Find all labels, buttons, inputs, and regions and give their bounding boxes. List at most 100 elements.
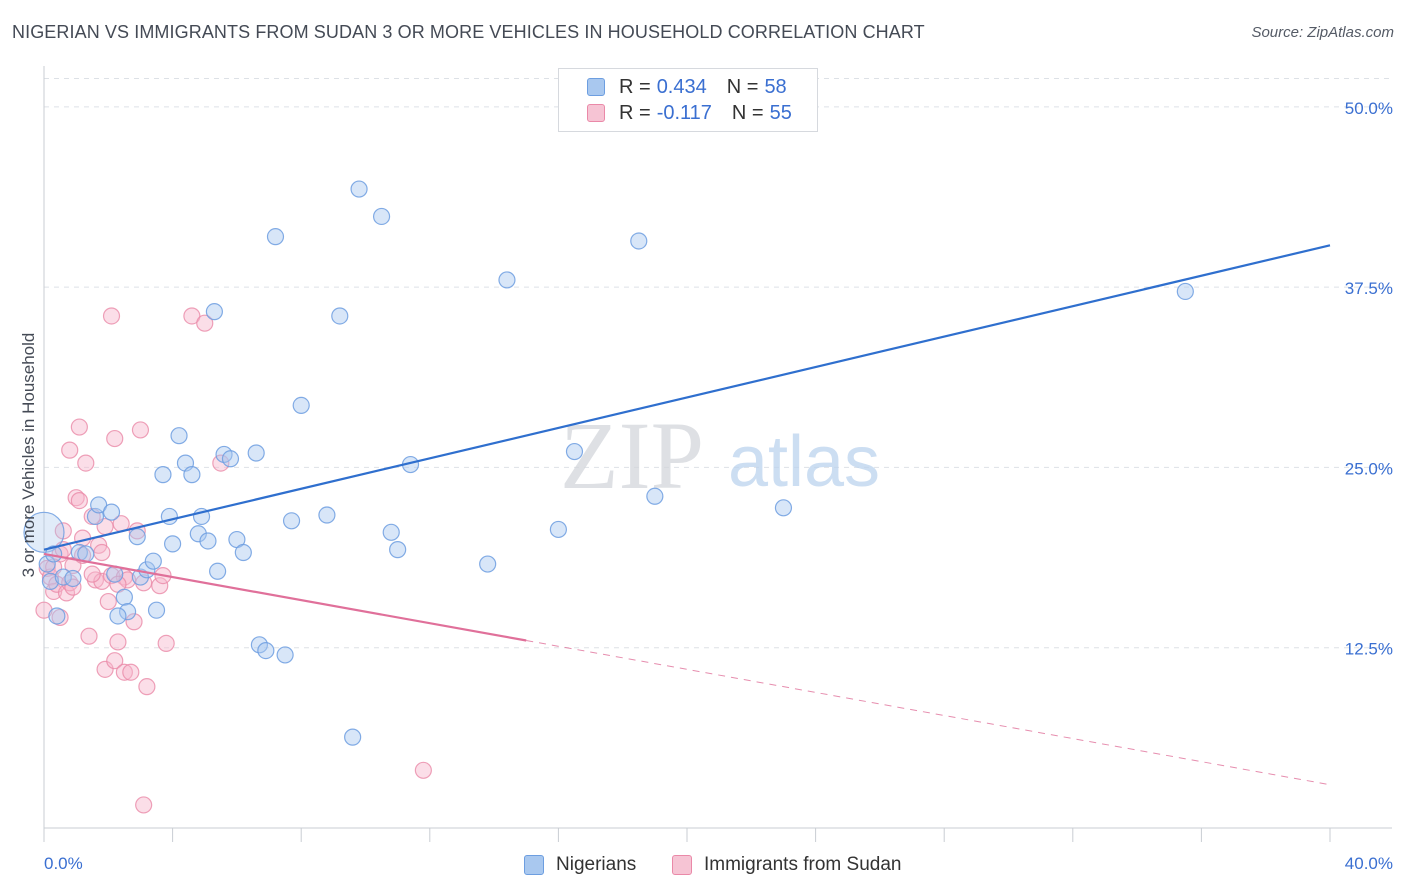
nigerian-point [147, 601, 166, 619]
watermark-zip: ZIP [560, 402, 704, 509]
nigerians-trend-line [43, 244, 1331, 551]
legend-swatch-pink [672, 855, 692, 875]
legend-n-value: 58 [764, 75, 787, 98]
nigerian-point [170, 427, 188, 445]
nigerian-point [630, 232, 648, 250]
nigerian-point [118, 603, 137, 621]
sudan-point [80, 627, 98, 645]
legend-swatch-blue [524, 855, 544, 875]
sudan-point [61, 441, 79, 459]
sudan-point [106, 652, 124, 670]
nigerian-point [102, 503, 121, 521]
nigerian-point [498, 271, 516, 289]
legend-item-nigerians: Nigerians [524, 852, 636, 878]
sudan-point [41, 568, 60, 586]
nigerian-point [48, 607, 66, 625]
sudan-point [131, 421, 150, 439]
legend-row-nigerians: R = 0.434 N = 58 [587, 75, 787, 99]
sudan-point [135, 796, 153, 814]
nigerian-point [205, 303, 223, 321]
nigerian-point [38, 555, 56, 573]
nigerian-point [276, 646, 294, 664]
legend-n-label: N = [731, 101, 764, 124]
nigerian-point [23, 511, 65, 553]
sudan-point [106, 429, 124, 448]
nigerian-point [331, 307, 349, 325]
legend-swatch-blue [587, 78, 605, 96]
nigerian-point [646, 487, 664, 505]
nigerian-point [266, 228, 285, 246]
legend-r-label: R = [619, 101, 651, 124]
sudan-point [183, 307, 201, 325]
sudan-point [96, 660, 114, 678]
nigerian-point [90, 496, 108, 514]
sudan-point [414, 761, 432, 779]
legend-r-value: -0.117 [656, 101, 712, 124]
nigerian-point [382, 523, 400, 541]
sudan-point [99, 592, 117, 611]
sudan-trend-line-extension [526, 640, 1331, 786]
sudan-point [83, 565, 101, 583]
nigerian-point [115, 588, 133, 606]
source-label: Source: ZipAtlas.com [1251, 24, 1394, 41]
legend-r-label: R = [619, 75, 651, 98]
nigerian-point [257, 641, 275, 660]
legend-item-sudan: Immigrants from Sudan [672, 852, 901, 878]
nigerian-point [109, 607, 127, 625]
nigerian-point [64, 569, 82, 588]
nigerian-point [199, 532, 217, 550]
nigerian-point [144, 552, 162, 570]
y-tick-label: 25.0% [1345, 459, 1393, 478]
nigerian-point [250, 636, 269, 654]
sudan-point [102, 307, 121, 325]
x-tick-label-max: 40.0% [1345, 854, 1393, 873]
series-sudan-points [35, 307, 432, 814]
nigerian-point [389, 541, 407, 559]
nigerian-point [189, 525, 207, 543]
axes [43, 66, 1392, 842]
nigerian-point [221, 450, 240, 468]
nigerian-point [344, 728, 362, 746]
y-tick-label: 12.5% [1345, 640, 1393, 659]
sudan-point [67, 489, 85, 507]
sudan-point [77, 454, 95, 472]
sudan-point [93, 543, 111, 562]
series-nigerians-points [23, 180, 1194, 746]
sudan-point [138, 678, 156, 696]
nigerian-point [372, 207, 391, 226]
sudan-point [122, 663, 140, 681]
series-legend: Nigerians Immigrants from Sudan [0, 852, 1406, 878]
chart-title: NIGERIAN VS IMMIGRANTS FROM SUDAN 3 OR M… [12, 22, 925, 42]
legend-row-sudan: R = -0.117 N = 55 [587, 101, 792, 125]
y-tick-label: 37.5% [1345, 279, 1393, 298]
tick-labels: 12.5% 25.0% 37.5% 50.0% 0.0% 40.0% [44, 99, 1393, 873]
y-axis-label: 3 or more Vehicles in Household [19, 333, 38, 578]
nigerian-point [183, 466, 201, 484]
stats-legend: R = 0.434 N = 58 R = -0.117 N = 55 [558, 68, 818, 132]
nigerian-point [41, 572, 60, 590]
nigerian-point [350, 180, 368, 198]
sudan-point [151, 577, 169, 595]
nigerian-point [164, 535, 182, 553]
legend-r-value: 0.434 [656, 75, 707, 98]
grid-lines [44, 78, 1392, 649]
sudan-point [157, 634, 175, 652]
nigerian-point [549, 520, 568, 539]
y-tick-label: 50.0% [1345, 99, 1393, 118]
legend-label-sudan: Immigrants from Sudan [704, 854, 902, 875]
legend-swatch-pink [587, 104, 605, 122]
nigerian-point [247, 444, 265, 462]
sudan-point [196, 314, 214, 332]
sudan-point [115, 663, 133, 681]
legend-n-label: N = [726, 75, 759, 98]
nigerian-point [209, 562, 227, 580]
sudan-point [70, 491, 88, 510]
nigerian-point [282, 512, 301, 530]
sudan-point [125, 613, 143, 631]
nigerian-point [774, 499, 793, 517]
nigerian-point [234, 543, 252, 562]
watermark-atlas: atlas [728, 422, 880, 502]
nigerian-point [565, 442, 584, 461]
nigerian-point [292, 396, 310, 415]
sudan-trend-line [43, 552, 527, 642]
